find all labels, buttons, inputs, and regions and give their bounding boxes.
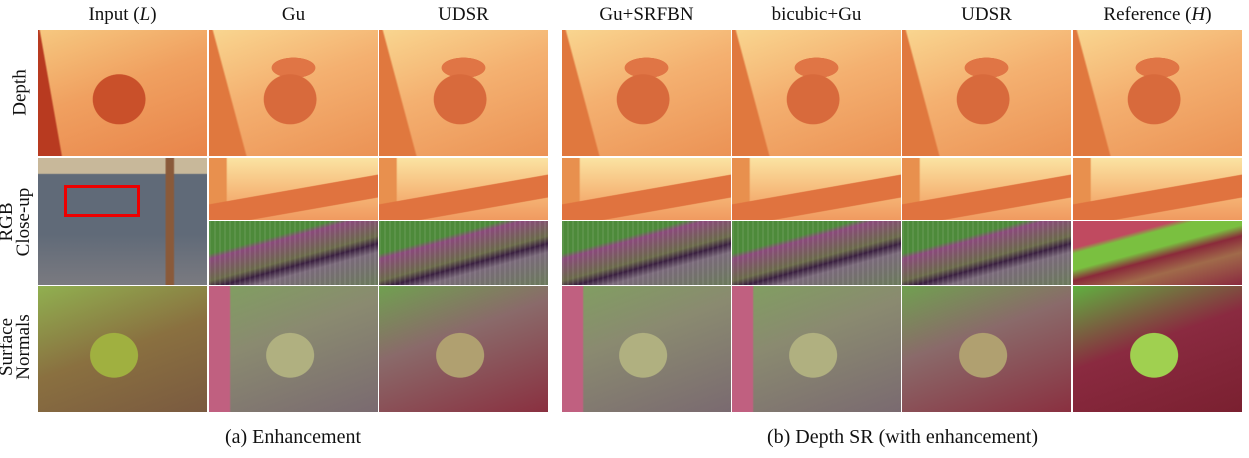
closeup-depth — [209, 158, 378, 220]
header-part: Input ( — [88, 4, 139, 25]
figure: Depth RGBClose-up SurfaceNormals (a) Enh… — [0, 0, 1249, 458]
column-header: Input (L) — [38, 4, 207, 26]
column-header: bicubic+Gu — [732, 4, 901, 26]
row-label-line: Close-up — [15, 182, 32, 262]
closeup-depth — [902, 158, 1071, 220]
closeup-depth — [562, 158, 731, 220]
row-label: Depth — [12, 63, 29, 123]
header-part: ) — [150, 4, 156, 25]
column-header: UDSR — [902, 4, 1071, 26]
normals-image — [562, 286, 731, 412]
column-header: UDSR — [379, 4, 548, 26]
depth-image — [38, 30, 207, 156]
header-part: UDSR — [438, 4, 489, 25]
normals-image — [379, 286, 548, 412]
closeup-normals — [562, 221, 731, 285]
caption: (b) Depth SR (with enhancement) — [562, 426, 1243, 449]
header-part: L — [140, 4, 151, 25]
column-header: Gu+SRFBN — [562, 4, 731, 26]
closeup-normals — [1073, 221, 1242, 285]
closeup-normals — [379, 221, 548, 285]
header-part: Gu — [282, 4, 305, 25]
depth-image — [562, 30, 731, 156]
header-part: H — [1192, 4, 1206, 25]
closeup-depth — [379, 158, 548, 220]
closeup-depth — [1073, 158, 1242, 220]
depth-image — [1073, 30, 1242, 156]
depth-image — [209, 30, 378, 156]
normals-image — [38, 286, 207, 412]
depth-image — [379, 30, 548, 156]
column-header: Reference (H) — [1073, 4, 1242, 26]
header-part: ) — [1205, 4, 1211, 25]
closeup-normals — [209, 221, 378, 285]
caption: (a) Enhancement — [38, 426, 548, 449]
header-part: Gu+SRFBN — [599, 4, 693, 25]
header-part: UDSR — [961, 4, 1012, 25]
normals-image — [209, 286, 378, 412]
normals-image — [902, 286, 1071, 412]
closeup-normals — [732, 221, 901, 285]
depth-image — [732, 30, 901, 156]
normals-image — [732, 286, 901, 412]
column-header: Gu — [209, 4, 378, 26]
highlight-box — [64, 185, 140, 217]
depth-image — [902, 30, 1071, 156]
closeup-depth — [732, 158, 901, 220]
rgb-image — [38, 158, 207, 285]
closeup-normals — [902, 221, 1071, 285]
normals-image — [1073, 286, 1242, 412]
row-label-line: Normals — [15, 307, 32, 387]
header-part: bicubic+Gu — [772, 4, 862, 25]
header-part: Reference ( — [1103, 4, 1191, 25]
